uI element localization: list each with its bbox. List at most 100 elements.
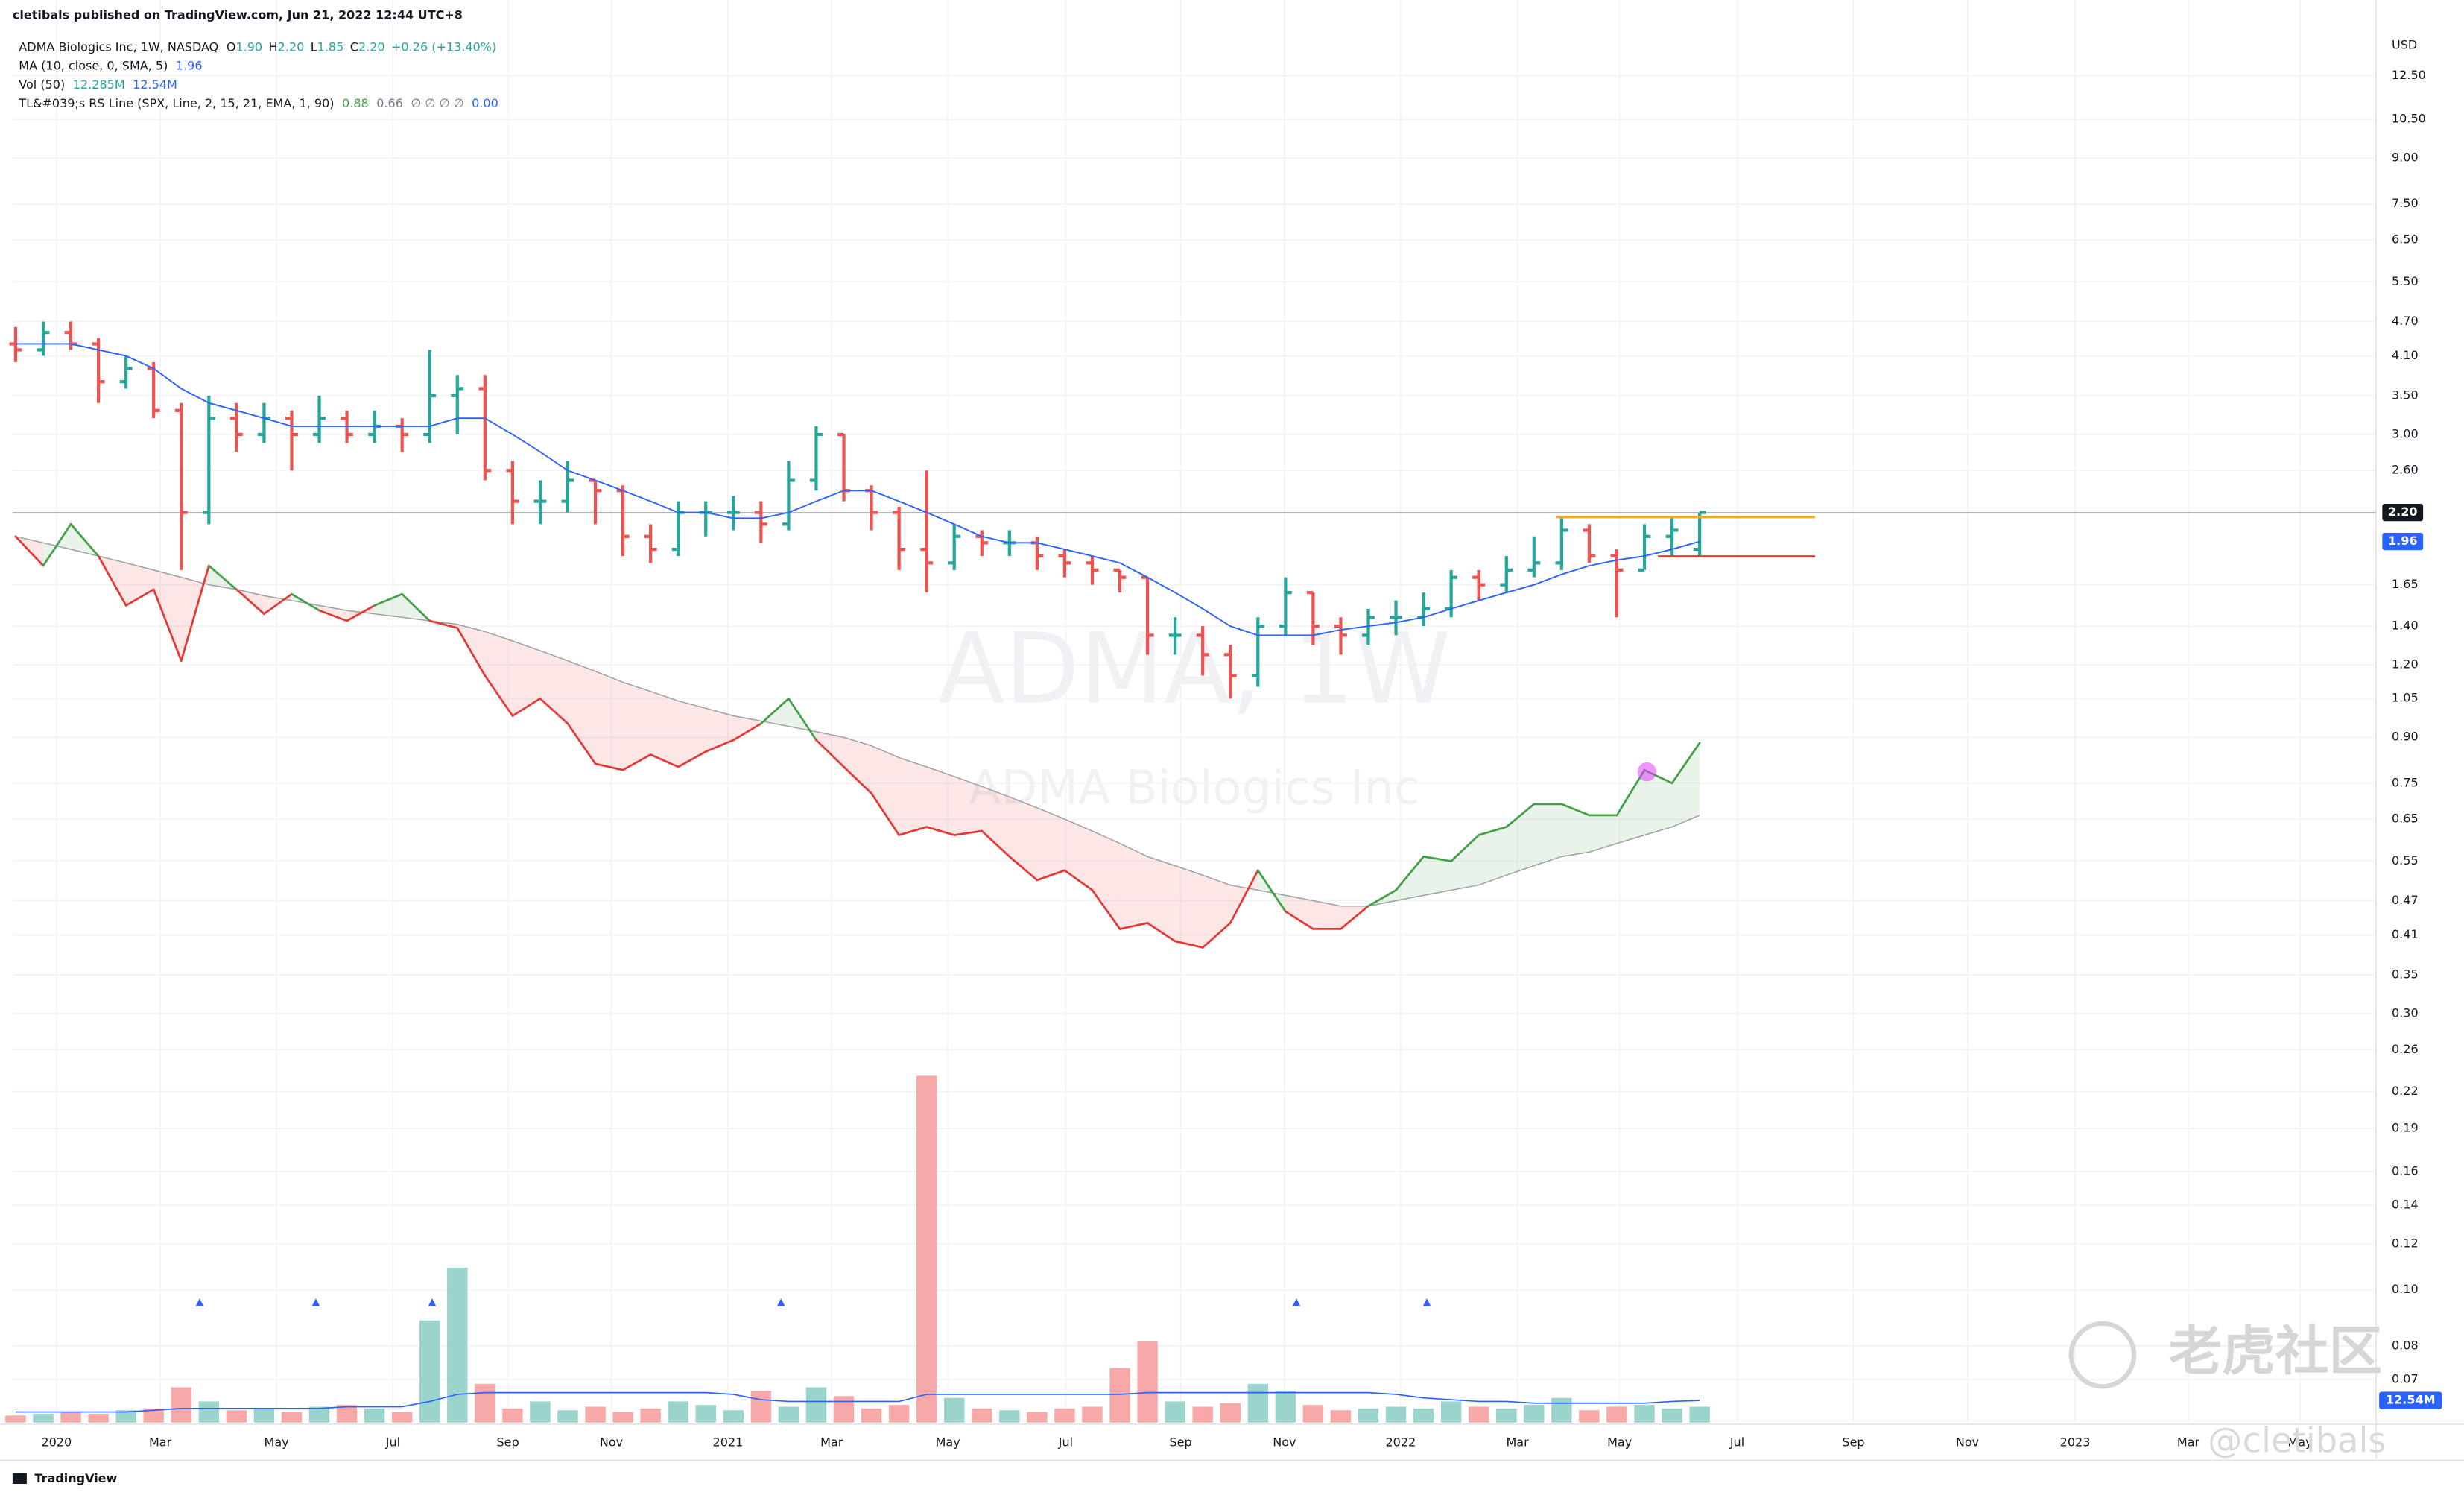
legend-value: 2.20	[278, 39, 305, 54]
rs-line	[621, 753, 652, 771]
rs-line	[870, 792, 900, 836]
rs-line	[732, 722, 762, 742]
rs-line	[898, 826, 928, 836]
rs-line	[649, 753, 680, 768]
price-label-bg	[2382, 533, 2424, 551]
y-tick-label: 1.65	[2392, 577, 2419, 591]
rs-fill	[1313, 900, 1341, 929]
legend-title: ADMA Biologics Inc, 1W, NASDAQ	[19, 39, 218, 54]
rs-line	[69, 522, 100, 557]
rs-line	[373, 592, 404, 607]
volume-bar	[391, 1412, 413, 1423]
rs-line	[14, 535, 45, 567]
rs-line	[759, 697, 790, 725]
volume-bar	[198, 1401, 220, 1423]
volume-bar	[1606, 1406, 1627, 1423]
price-label-bg	[2382, 504, 2424, 522]
rs-line	[318, 609, 348, 622]
rs-line	[1229, 869, 1259, 924]
y-tick-label: 1.40	[2392, 619, 2419, 633]
x-tick-label: May	[2287, 1435, 2312, 1450]
x-tick-label: 2022	[1385, 1435, 1416, 1450]
rs-fill	[153, 569, 182, 661]
rs-fill	[1672, 742, 1700, 827]
x-tick-label: Sep	[496, 1435, 519, 1450]
legend-value: 1.85	[317, 39, 344, 54]
logo-mark	[12, 1473, 27, 1485]
price-label: 1.96	[2388, 534, 2418, 548]
legend-value: 12.54M	[133, 77, 177, 91]
rs-fill	[1147, 856, 1176, 941]
volume-bar	[281, 1412, 303, 1423]
legend-key: O	[227, 39, 236, 54]
volume-bar	[1247, 1383, 1268, 1423]
volume-bar	[999, 1410, 1020, 1423]
rs-line	[953, 829, 984, 836]
volume-bar	[1662, 1408, 1682, 1423]
rs-fill	[954, 776, 982, 835]
footer-logo: TradingView	[34, 1471, 117, 1485]
rs-line	[1284, 910, 1314, 930]
x-tick-label: Mar	[149, 1435, 172, 1450]
y-tick-label: 1.05	[2392, 691, 2419, 705]
rs-line	[1256, 869, 1287, 913]
y-tick-label: 0.30	[2392, 1005, 2419, 1020]
y-tick-label: 0.90	[2392, 730, 2419, 744]
volume-bar	[530, 1401, 551, 1423]
legend-change: +0.26 (+13.40%)	[391, 39, 496, 54]
volume-bar	[557, 1410, 578, 1423]
volume-bar	[750, 1391, 772, 1423]
volume-bar	[1468, 1406, 1489, 1423]
signal-arrow	[1292, 1298, 1301, 1306]
rs-line	[1670, 742, 1701, 785]
signal-markers	[195, 1298, 1431, 1306]
rs-line	[925, 826, 956, 836]
y-tick-label: 0.12	[2392, 1236, 2419, 1251]
volume-bar	[336, 1405, 358, 1423]
volume-bar	[1496, 1408, 1517, 1423]
rs-fill	[1561, 803, 1589, 857]
volume-bar	[1220, 1403, 1241, 1423]
volume-bar	[226, 1410, 247, 1423]
rs-fill	[926, 766, 954, 835]
signal-arrow	[428, 1298, 437, 1306]
y-tick-label: 0.22	[2392, 1084, 2419, 1098]
grid	[12, 0, 2376, 1423]
y-tick-label: 9.00	[2392, 151, 2419, 165]
y-tick-label: 4.10	[2392, 348, 2419, 362]
y-tick-label: 6.50	[2392, 233, 2419, 247]
volume-bar	[723, 1410, 744, 1423]
rs-line	[1063, 869, 1094, 891]
ma-line	[15, 343, 1700, 636]
watermark-cn: 老虎社区	[2168, 1320, 2382, 1382]
volume-bar	[308, 1406, 330, 1423]
rs-fill	[1009, 797, 1037, 880]
watermark-user: @cletibals	[2208, 1420, 2386, 1461]
x-tick-label: Mar	[2177, 1435, 2200, 1450]
rs-fill	[1616, 770, 1645, 844]
rs-line	[1118, 922, 1149, 930]
name-watermark: ADMA Biologics Inc	[969, 759, 1419, 815]
y-tick-label: 0.35	[2392, 967, 2419, 981]
volume-bar	[833, 1396, 855, 1423]
y-tick-label: 10.50	[2392, 112, 2426, 126]
rs-fill	[1175, 865, 1203, 948]
legend-value: 0.66	[376, 96, 403, 110]
volume-bar	[1385, 1406, 1407, 1423]
x-tick-label: Jul	[1729, 1435, 1744, 1450]
rs-fill	[1478, 827, 1507, 885]
volume-bar	[88, 1413, 109, 1423]
x-tick-label: Nov	[1956, 1435, 1979, 1450]
rs-fill	[1092, 831, 1121, 929]
rs-line	[428, 619, 459, 629]
y-tick-label: 0.55	[2392, 853, 2419, 867]
x-tick-label: 2023	[2060, 1435, 2091, 1450]
rs-line	[1450, 834, 1480, 862]
rs-line	[539, 697, 569, 725]
rs-fill	[733, 715, 761, 741]
y-tick-label: 0.07	[2392, 1372, 2419, 1386]
volume-bar	[612, 1412, 633, 1423]
axis-unit: USD	[2392, 38, 2417, 52]
legend-value: 2.20	[358, 39, 385, 54]
volume-bar	[1109, 1368, 1130, 1423]
